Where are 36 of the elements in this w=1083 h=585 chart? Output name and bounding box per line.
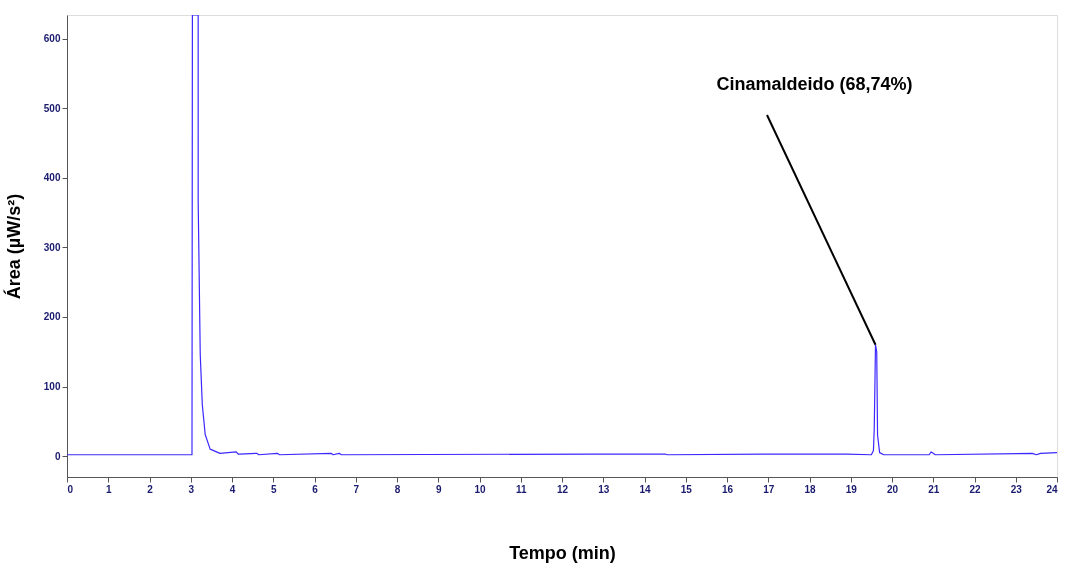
x-tick-label: 10 [474, 483, 486, 495]
annotation: Cinamaldeido (68,74%) [716, 74, 913, 94]
x-tick-label: 15 [680, 483, 693, 495]
x-tick-label: 24 [1046, 483, 1058, 495]
y-tick-label: 300 [43, 241, 61, 253]
x-tick-label: 9 [435, 483, 442, 495]
x-tick-label: 11 [515, 483, 527, 495]
x-tick-label: 23 [1010, 483, 1023, 495]
x-tick-label: 7 [353, 483, 360, 495]
x-tick-label: 19 [845, 483, 858, 495]
x-tick-label: 5 [270, 483, 277, 495]
x-tick-label: 6 [312, 483, 319, 495]
x-tick-label: 16 [721, 483, 734, 495]
x-tick-label: 12 [556, 483, 569, 495]
x-tick-label: 13 [598, 483, 610, 495]
y-tick-label: 600 [43, 33, 61, 45]
y-axis-title: Área (µW/s²) [2, 193, 24, 300]
line-series [67, 15, 1057, 456]
x-tick-label: 1 [105, 483, 112, 495]
x-tick-label: 20 [886, 483, 899, 495]
x-tick-label: 22 [969, 483, 981, 495]
y-tick-label: 100 [43, 381, 61, 393]
x-tick-label: 21 [928, 483, 940, 495]
x-tick-label: 2 [147, 483, 154, 495]
y-tick-label: 400 [43, 172, 61, 184]
x-tick-label: 4 [229, 483, 236, 495]
x-tick-label: 8 [394, 483, 401, 495]
y-tick-label: 500 [43, 102, 61, 114]
y-tick-label: 0 [54, 450, 61, 462]
x-tick-label: 18 [804, 483, 816, 495]
x-tick-label: 14 [639, 483, 651, 495]
y-tick-label: 200 [43, 311, 61, 323]
x-tick-label: 3 [188, 483, 195, 495]
x-axis-title: Tempo (min) [509, 542, 616, 563]
x-tick-label: 0 [67, 483, 74, 495]
x-tick-label: 17 [763, 483, 775, 495]
